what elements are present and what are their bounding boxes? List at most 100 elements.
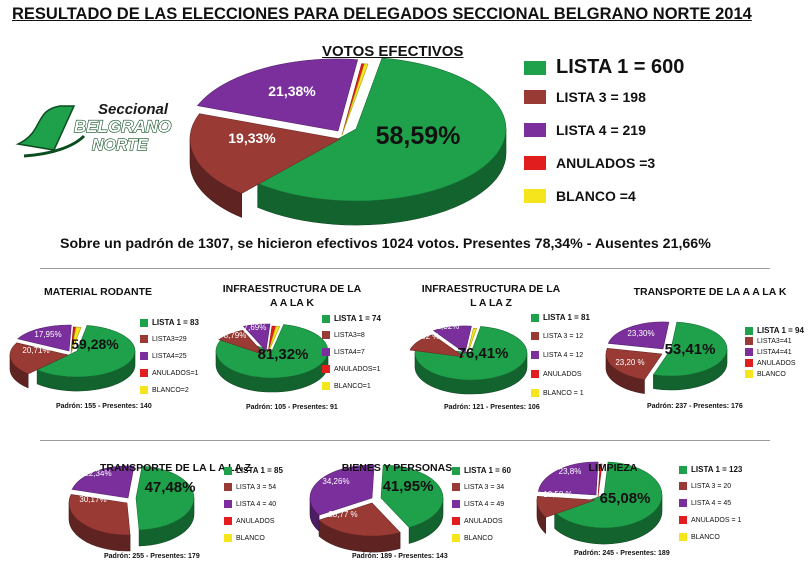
legend-text-transp_ak-4: BLANCO xyxy=(757,370,786,378)
chart-limpieza: 65,08% 10,58 % 23,8% xyxy=(536,461,663,545)
legend-swatch-limpieza-0 xyxy=(679,465,687,474)
pie-slice-main-0 xyxy=(257,57,507,202)
legend-swatch-infra_ak-2 xyxy=(322,348,330,356)
legend-text-infra_ak-0: LISTA 1 = 74 xyxy=(334,314,381,323)
legend-swatch-limpieza-1 xyxy=(679,482,687,490)
legend-swatch-transp_ak-4 xyxy=(745,370,753,378)
legend-item-transp_lz-3: ANULADOS xyxy=(224,517,275,525)
padron-infra_ak: Padrón: 105 - Presentes: 91 xyxy=(246,404,338,411)
pie-label-infra_lz-1: 11,32 % xyxy=(411,332,440,341)
legend-swatch-main-2 xyxy=(524,123,546,137)
legend-item-main-2: LISTA 4 = 219 xyxy=(524,122,646,138)
pie-slice-infra_ak-4 xyxy=(267,325,281,354)
pie-label-material-0: 59,28% xyxy=(71,336,119,352)
legend-item-transp_ak-0: LISTA 1 = 94 xyxy=(745,326,804,335)
legend-swatch-infra_lz-4 xyxy=(531,389,539,397)
padron-bienes: Padrón: 189 - Presentes: 143 xyxy=(352,553,448,560)
legend-swatch-infra_ak-4 xyxy=(322,382,330,390)
chart-infra_ak: 81,32% 8,79%7,69% xyxy=(215,323,329,393)
padron-material: Padrón: 155 - Presentes: 140 xyxy=(56,403,152,410)
legend-swatch-infra_ak-0 xyxy=(322,314,330,323)
pie-slice-limpieza-2 xyxy=(537,461,599,496)
divider-top xyxy=(40,268,770,269)
legend-text-main-1: LISTA 3 = 198 xyxy=(556,89,646,105)
legend-swatch-main-1 xyxy=(524,90,546,104)
pie-slice-transp_ak-2 xyxy=(607,321,670,350)
legend-swatch-transp_ak-3 xyxy=(745,359,753,367)
legend-item-main-0: LISTA 1 = 600 xyxy=(524,56,684,79)
pie-label-transp_ak-2: 23,30% xyxy=(627,329,654,338)
summary-line: Sobre un padrón de 1307, se hicieron efe… xyxy=(60,236,711,252)
pie-slice-infra_lz-0 xyxy=(414,326,528,381)
pie-label-main-1: 19,33% xyxy=(228,130,276,146)
pie-label-limpieza-0: 65,08% xyxy=(600,490,651,507)
legend-text-limpieza-1: LISTA 3 = 20 xyxy=(691,482,732,490)
pie-label-material-1: 20,71% xyxy=(22,346,49,355)
legend-swatch-transp_lz-4 xyxy=(224,534,232,542)
legend-text-material-4: BLANCO=2 xyxy=(152,386,189,394)
logo-line1: Seccional xyxy=(98,101,169,118)
legend-swatch-transp_ak-0 xyxy=(745,326,753,335)
pie-label-limpieza-1: 10,58 % xyxy=(543,490,572,499)
chart-transp_ak: 53,41% 23,20 % 23,30% xyxy=(605,321,728,394)
legend-swatch-transp_ak-2 xyxy=(745,348,753,356)
legend-swatch-infra_lz-1 xyxy=(531,332,539,340)
legend-text-infra_lz-3: ANULADOS xyxy=(543,370,582,378)
pie-slice-transp_ak-1 xyxy=(605,348,663,380)
legend-text-transp_lz-0: LISTA 1 = 85 xyxy=(236,466,283,475)
pie-label-transp_lz-0: 47,48% xyxy=(145,479,196,496)
legend-text-limpieza-2: LISTA 4 = 45 xyxy=(691,499,732,507)
legend-swatch-main-0 xyxy=(524,60,546,75)
legend-text-limpieza-3: ANULADOS = 1 xyxy=(691,516,742,524)
legend-item-main-1: LISTA 3 = 198 xyxy=(524,89,646,105)
legend-text-material-0: LISTA 1 = 83 xyxy=(152,318,199,327)
chart-title-main: VOTOS EFECTIVOS xyxy=(322,43,464,60)
legend-item-material-3: ANULADOS=1 xyxy=(140,369,199,377)
legend-text-infra_lz-1: LISTA 3 = 12 xyxy=(543,332,584,340)
legend-text-infra_ak-4: BLANCO=1 xyxy=(334,382,371,390)
pie-label-transp_lz-2: 22,34% xyxy=(84,469,111,478)
pie-slice-bienes-0 xyxy=(380,464,444,528)
chart-title-material: MATERIAL RODANTE xyxy=(43,286,153,298)
legend-text-transp_lz-1: LISTA 3 = 54 xyxy=(236,483,277,491)
legend-item-transp_lz-0: LISTA 1 = 85 xyxy=(224,466,283,475)
padron-limpieza: Padrón: 245 - Presentes: 189 xyxy=(574,550,670,557)
logo-line2: BELGRANO xyxy=(74,117,171,136)
legend-item-material-0: LISTA 1 = 83 xyxy=(140,318,199,327)
legend-item-limpieza-4: BLANCO xyxy=(679,533,720,541)
pie-label-infra_lz-0: 76,41% xyxy=(458,345,509,362)
legend-text-transp_ak-1: LISTA3=41 xyxy=(757,337,792,345)
legend-text-infra_ak-2: LISTA4=7 xyxy=(334,348,365,356)
seccional-belgrano-norte-logo: Seccional BELGRANO NORTE xyxy=(15,101,172,158)
legend-swatch-transp_lz-1 xyxy=(224,483,232,491)
legend-text-material-3: ANULADOS=1 xyxy=(152,369,199,377)
legend-item-infra_ak-1: LISTA3=8 xyxy=(322,331,365,339)
legend-text-infra_ak-3: ANULADOS=1 xyxy=(334,365,381,373)
pie-label-material-2: 17,95% xyxy=(34,330,61,339)
pie-slice-material-2 xyxy=(17,324,72,352)
legend-text-bienes-1: LISTA 3 = 34 xyxy=(464,483,505,491)
legend-item-transp_ak-4: BLANCO xyxy=(745,370,786,378)
pie-slice-infra_lz-1 xyxy=(409,334,465,358)
pie-label-transp_ak-1: 23,20 % xyxy=(615,358,644,367)
pie-slice-material-4 xyxy=(70,326,82,354)
legend-item-infra_ak-3: ANULADOS=1 xyxy=(322,365,381,373)
legend-item-material-4: BLANCO=2 xyxy=(140,386,189,394)
pie-slice-material-1 xyxy=(9,342,69,375)
legend-item-transp_lz-2: LISTA 4 = 40 xyxy=(224,500,276,508)
pie-label-infra_ak-0: 81,32% xyxy=(258,346,309,363)
legend-swatch-infra_ak-1 xyxy=(322,331,330,339)
padron-transp_ak: Padrón: 237 - Presentes: 176 xyxy=(647,403,743,410)
pie-label-infra_lz-2: 11,32% xyxy=(433,322,460,331)
legend-swatch-main-3 xyxy=(524,156,546,170)
pie-slice-limpieza-1 xyxy=(536,496,596,518)
pie-label-transp_ak-0: 53,41% xyxy=(665,341,716,358)
legend-item-transp_ak-1: LISTA3=41 xyxy=(745,337,792,345)
pie-label-bienes-0: 41,95% xyxy=(383,478,434,495)
legend-swatch-transp_lz-2 xyxy=(224,500,232,508)
pie-label-limpieza-2: 23,8% xyxy=(559,467,582,476)
legend-text-limpieza-4: BLANCO xyxy=(691,533,720,541)
pie-slice-material-0 xyxy=(36,325,136,378)
pie-slice-limpieza-3 xyxy=(597,463,603,498)
